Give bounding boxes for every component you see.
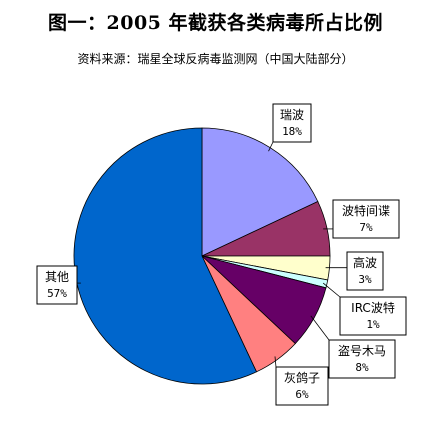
slice-label-value: 6%	[295, 388, 309, 401]
slice-label: 其他 57%	[36, 265, 78, 305]
slice-label-box	[346, 251, 384, 291]
slice-label-value: 1%	[366, 318, 380, 331]
slice-label-box	[272, 103, 312, 143]
slice-label-name: 其他	[45, 270, 69, 284]
slice-label: 盗号木马 8%	[328, 339, 396, 379]
leader-lines	[77, 141, 347, 368]
slice-label-box	[332, 199, 400, 239]
slice-label-value: 18%	[282, 125, 302, 138]
slice-label-box	[339, 296, 407, 336]
pie-slice	[201, 127, 319, 257]
slice-label-box	[328, 339, 396, 379]
slice-label-name: 瑞波	[280, 108, 304, 122]
slice-label: 波特间谍 7%	[332, 199, 400, 239]
slice-label-name: 灰鸽子	[284, 370, 320, 385]
slice-label: IRC波特 1%	[339, 296, 407, 336]
slice-label: 高波 3%	[346, 251, 384, 291]
leader-line	[322, 282, 341, 298]
slice-label-value: 3%	[358, 273, 372, 286]
slice-labels: 瑞波 18% 波特间谍 7% 高波 3% IRC波特 1% 盗号木马 8% 灰鸽子 6% 其他 57%	[36, 103, 407, 406]
leader-line	[310, 315, 330, 341]
slice-label-box	[275, 366, 329, 406]
chart-title: 图一：2005 年截获各类病毒所占比例	[48, 12, 383, 34]
slice-label-box	[36, 265, 78, 305]
chart-subtitle: 资料来源：瑞星全球反病毒监测网（中国大陆部分）	[77, 52, 354, 66]
leader-line	[268, 141, 274, 152]
slice-label-name: 高波	[353, 255, 377, 270]
pie-slices	[73, 127, 331, 385]
slice-label-value: 57%	[47, 287, 67, 300]
slice-label-name: 盗号木马	[338, 343, 386, 358]
slice-label-name: 波特间谍	[342, 203, 390, 218]
slice-label: 瑞波 18%	[272, 103, 312, 143]
leader-line	[274, 356, 277, 368]
slice-label: 灰鸽子 6%	[275, 366, 329, 406]
slice-label-name: IRC波特	[351, 300, 395, 315]
slice-label-value: 8%	[355, 361, 369, 374]
slice-label-value: 7%	[359, 221, 373, 234]
